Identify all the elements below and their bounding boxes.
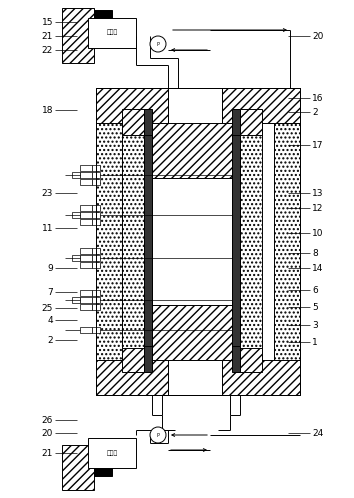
Bar (80, 179, 92, 185)
Bar (80, 290, 92, 296)
Bar (96, 88, 168, 123)
Text: 2: 2 (47, 336, 53, 345)
Bar (168, 360, 222, 395)
Bar (96, 360, 168, 395)
Bar (80, 212, 92, 218)
Bar (88, 18, 136, 48)
Bar (92, 165, 100, 171)
Text: 10: 10 (312, 229, 324, 238)
Bar (80, 255, 92, 261)
Bar (276, 113, 300, 370)
Text: 低温侧: 低温侧 (106, 29, 118, 35)
Text: 24: 24 (312, 428, 323, 438)
Bar (80, 297, 92, 303)
Bar (88, 438, 136, 468)
Bar (122, 123, 144, 360)
Bar (80, 262, 92, 268)
Bar (92, 255, 100, 261)
Text: 25: 25 (42, 303, 53, 313)
Bar (92, 212, 100, 218)
Bar (92, 327, 100, 333)
Text: 21: 21 (42, 449, 53, 458)
Bar (72, 172, 80, 178)
Bar (232, 123, 240, 360)
Bar (92, 248, 100, 254)
Bar (92, 297, 100, 303)
Bar (122, 109, 144, 135)
Bar (144, 123, 152, 360)
Bar (222, 360, 300, 395)
Text: 高温侧: 高温侧 (106, 450, 118, 456)
Bar (152, 123, 232, 178)
Bar (62, 445, 94, 490)
Bar (80, 327, 92, 333)
Bar (80, 219, 92, 225)
Text: 23: 23 (42, 189, 53, 198)
Bar (152, 305, 232, 360)
Bar (122, 348, 144, 372)
Bar (168, 88, 222, 123)
Bar (92, 179, 100, 185)
Text: 15: 15 (41, 17, 53, 26)
Text: P: P (156, 432, 159, 438)
Text: 14: 14 (312, 263, 323, 272)
Text: 2: 2 (312, 108, 318, 117)
Text: 13: 13 (312, 189, 324, 198)
Bar (222, 88, 300, 123)
Bar (92, 219, 100, 225)
Bar (62, 8, 94, 63)
Bar (80, 172, 92, 178)
Bar (152, 178, 232, 305)
Bar (92, 205, 100, 211)
Circle shape (150, 427, 166, 443)
Bar (92, 290, 100, 296)
Bar (144, 346, 152, 372)
Bar (80, 304, 92, 310)
Bar (92, 262, 100, 268)
Bar (274, 123, 300, 360)
Bar (232, 109, 240, 135)
Text: 20: 20 (42, 428, 53, 438)
Bar (96, 123, 122, 360)
Bar (94, 10, 112, 18)
Bar (94, 468, 112, 476)
Bar (240, 348, 262, 372)
Text: 17: 17 (312, 140, 324, 149)
Text: 26: 26 (42, 415, 53, 424)
Bar (80, 205, 92, 211)
Text: P: P (156, 41, 159, 46)
Circle shape (150, 36, 166, 52)
Bar (80, 165, 92, 171)
Text: 6: 6 (312, 285, 318, 294)
Text: 16: 16 (312, 94, 324, 103)
Bar (240, 123, 262, 360)
Bar (232, 346, 240, 372)
Bar (72, 297, 80, 303)
Text: 9: 9 (47, 263, 53, 272)
Text: 5: 5 (312, 302, 318, 312)
Bar (92, 304, 100, 310)
Bar (72, 212, 80, 218)
Text: 20: 20 (312, 31, 323, 40)
Bar (144, 109, 152, 135)
Bar (92, 172, 100, 178)
Text: 21: 21 (42, 31, 53, 40)
Text: 12: 12 (312, 204, 323, 213)
Text: 4: 4 (47, 316, 53, 325)
Bar (240, 109, 262, 135)
Text: 3: 3 (312, 321, 318, 330)
Bar (261, 88, 300, 123)
Text: 8: 8 (312, 249, 318, 257)
Bar (72, 255, 80, 261)
Text: 11: 11 (41, 224, 53, 233)
Text: 18: 18 (41, 106, 53, 115)
Text: 7: 7 (47, 287, 53, 296)
Text: 22: 22 (42, 45, 53, 54)
Text: 1: 1 (312, 338, 318, 347)
Bar (80, 248, 92, 254)
